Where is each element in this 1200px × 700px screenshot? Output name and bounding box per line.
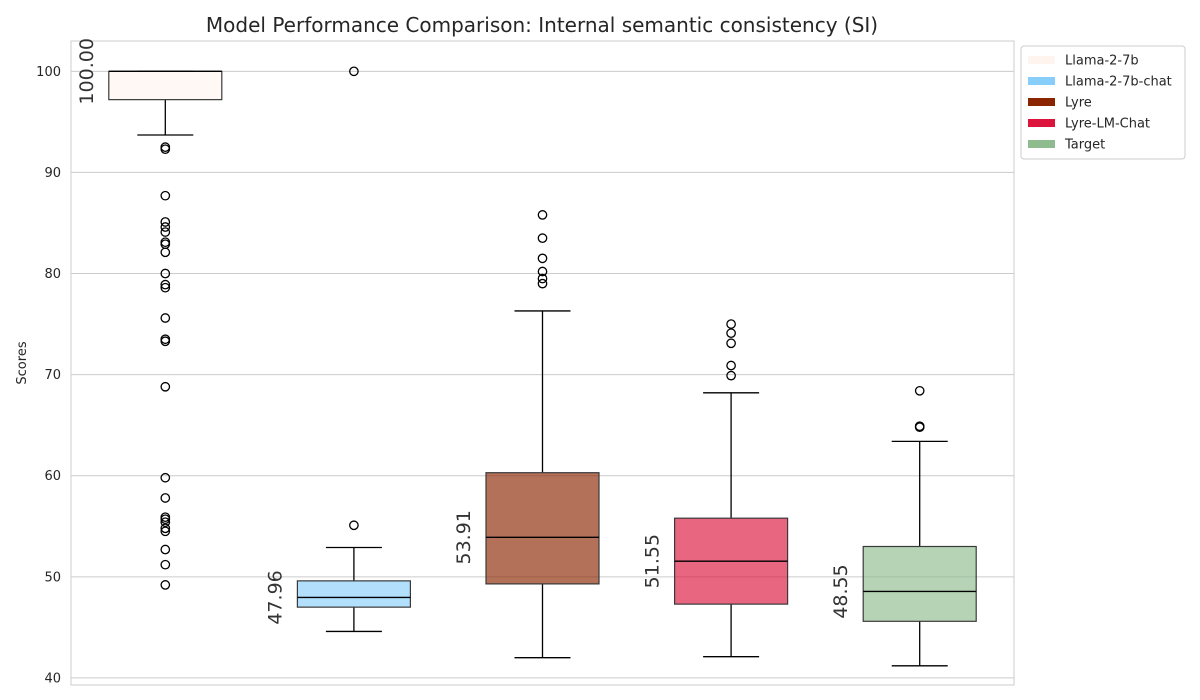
legend-swatch — [1028, 119, 1055, 127]
plot-frame — [70, 40, 1015, 686]
outlier-point — [160, 472, 171, 483]
outlier-point — [726, 370, 736, 381]
outlier-point — [160, 217, 171, 227]
y-tick-label: 70 — [44, 368, 61, 383]
box-body — [862, 545, 977, 622]
outlier-point — [160, 526, 171, 537]
outlier-point — [160, 313, 171, 323]
median-value-label: 47.96 — [264, 570, 286, 624]
outlier-point — [160, 336, 171, 347]
legend-swatch — [1028, 56, 1055, 64]
outlier-point — [160, 517, 171, 528]
median-value-label: 53.91 — [453, 510, 475, 564]
box-body — [108, 70, 223, 101]
legend-swatch — [1028, 140, 1055, 148]
outlier-point — [160, 580, 171, 590]
outlier-point — [160, 279, 171, 290]
outlier-point — [726, 338, 736, 349]
y-tick-label: 60 — [44, 469, 61, 484]
chart-title: Model Performance Comparison: Internal s… — [206, 13, 878, 37]
outlier-point — [160, 559, 171, 570]
median-value-label: 48.55 — [830, 564, 852, 618]
outlier-point — [160, 222, 171, 232]
legend-entry-label: Target — [1064, 138, 1105, 153]
legend-swatch — [1028, 98, 1055, 106]
outlier-point — [160, 523, 171, 534]
outlier-point — [160, 268, 171, 279]
y-tick-label: 80 — [44, 267, 61, 282]
outlier-point — [160, 190, 171, 201]
outlier-point — [726, 360, 736, 371]
outlier-point — [160, 227, 171, 237]
outlier-point — [160, 282, 171, 293]
median-value-label: 100.00 — [76, 38, 98, 104]
legend-entry-label: Lyre — [1065, 96, 1092, 111]
legend-entry-label: Llama-2-7b-chat — [1065, 75, 1172, 90]
legend-entry-label: Llama-2-7b — [1065, 54, 1139, 69]
outlier-point — [537, 233, 548, 243]
median-value-label: 51.55 — [642, 534, 664, 588]
y-axis-label: Scores — [15, 341, 30, 384]
legend-swatch — [1028, 77, 1055, 85]
outlier-point — [160, 514, 171, 525]
box-llama-2-7b-chat — [296, 66, 411, 633]
box-body — [485, 472, 600, 585]
box-layer — [108, 66, 977, 667]
outlier-point — [160, 544, 171, 555]
box-body — [296, 580, 411, 608]
y-tick-label: 50 — [44, 570, 61, 585]
outlier-point — [537, 278, 548, 289]
outlier-point — [160, 381, 171, 392]
y-tick-label: 100 — [36, 65, 61, 80]
y-tick-label: 40 — [44, 671, 61, 686]
outlier-point — [160, 144, 171, 155]
outlier-point — [726, 328, 736, 339]
outlier-point — [160, 493, 171, 503]
outlier-point — [537, 210, 548, 220]
median-label-layer: 100.00 47.96 53.91 51.55 48.55 — [76, 38, 852, 625]
outlier-point — [349, 520, 359, 531]
box-target — [862, 385, 977, 667]
outlier-point — [537, 273, 548, 284]
outlier-point — [160, 247, 171, 258]
box-lyre-lm-chat — [673, 319, 789, 658]
box-llama-2-7b — [108, 70, 223, 590]
outlier-point — [914, 421, 925, 432]
legend-frame — [1020, 45, 1186, 160]
legend-entry-label: Lyre-LM-Chat — [1065, 117, 1150, 132]
outlier-point — [349, 66, 359, 77]
outlier-point — [537, 266, 548, 277]
y-tick-label: 90 — [44, 166, 61, 181]
outlier-point — [914, 385, 925, 396]
outlier-point — [726, 319, 736, 329]
box-lyre — [485, 210, 600, 659]
legend: Llama-2-7b Llama-2-7b-chat Lyre Lyre-LM-Cha… — [1020, 45, 1186, 160]
outlier-point — [537, 253, 548, 264]
